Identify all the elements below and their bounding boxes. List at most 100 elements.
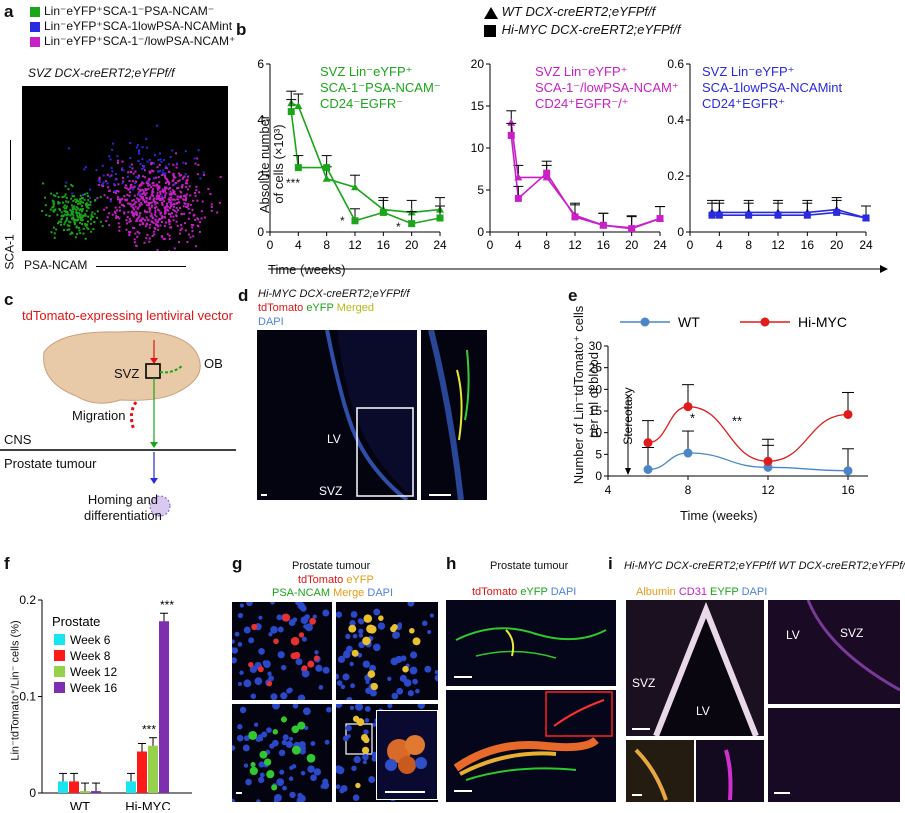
- y-tick-label: 0.6: [667, 57, 684, 71]
- label-cns: CNS: [4, 432, 32, 447]
- x-tick-label: 24: [859, 238, 873, 252]
- y-tick-label: 0: [595, 469, 602, 483]
- micrograph-d-main: LV SVZ: [257, 330, 417, 500]
- b1-sig-1: ***: [286, 176, 301, 190]
- y-tick-label: 30: [589, 339, 603, 353]
- e-y-label: Number of Lin⁻tdTomato⁺ cells per ml of …: [571, 305, 601, 485]
- x-tick-label: 4: [515, 238, 522, 252]
- panel-d-channels: tdTomato eYFP Merged: [258, 302, 374, 314]
- y-tick-label: 25: [589, 361, 603, 375]
- x-tick-label: 16: [597, 238, 611, 252]
- triangle-icon: [484, 6, 498, 19]
- y-tick-label: 0: [677, 225, 684, 239]
- panel-d-dapi: DAPI: [258, 316, 284, 328]
- y-tick-label: 15: [589, 404, 603, 418]
- panel-a-legend: Lin⁻eYFP⁺SCA-1⁻PSA-NCAM⁻ Lin⁻eYFP⁺SCA-1l…: [30, 4, 235, 49]
- panel-d-title: Hi-MYC DCX-creERT2;eYFPf/f: [258, 288, 410, 300]
- x-tick-label: 0: [487, 238, 494, 252]
- panel-label-h: h: [446, 554, 457, 573]
- data-point: [843, 409, 853, 419]
- y-tick-label: 2: [257, 169, 264, 183]
- micrograph-i-3: [696, 740, 764, 802]
- x-tick-label: 20: [625, 238, 639, 252]
- wt-point: [542, 173, 551, 181]
- label-migration: Migration: [72, 408, 126, 423]
- b1-title: SVZ Lin⁻eYFP⁺ SCA-1⁻PSA-NCAM⁻ CD24⁻EGFR⁻: [320, 64, 441, 111]
- scale-bar-h2: [454, 790, 472, 792]
- panel-a-title: SVZ DCX-creERT2;eYFPf/f: [28, 66, 175, 80]
- hi-myc-point: [543, 169, 551, 177]
- migration-cells-icon: [129, 401, 138, 431]
- hi-myc-point: [745, 211, 753, 219]
- label-ob: OB: [204, 356, 223, 371]
- hi-myc-point: [715, 211, 723, 219]
- legend-item-positive: Lin⁻eYFP⁺SCA-1⁻/lowPSA-NCAM⁺: [30, 34, 235, 49]
- square-icon: [484, 24, 496, 37]
- arrow-head-icon: [625, 468, 631, 475]
- hi-myc-point: [294, 164, 302, 172]
- significance-star: ***: [160, 598, 174, 612]
- panel-label-a: a: [4, 2, 14, 21]
- hi-myc-point: [599, 221, 607, 229]
- series-curve-hi-myc: [647, 406, 849, 462]
- data-point: [643, 465, 653, 474]
- hi-myc-point: [862, 214, 870, 222]
- hi-myc-point: [507, 131, 515, 139]
- b1-sig-2: *: [340, 214, 345, 228]
- significance-star: ***: [142, 723, 156, 737]
- hi-myc-point: [774, 211, 782, 219]
- legend-label: Week 8: [70, 649, 111, 663]
- hi-myc-point: [656, 215, 664, 223]
- y-tick-label: 5: [477, 183, 484, 197]
- x-tick-label: 20: [830, 238, 844, 252]
- panel-g-title: Prostate tumour: [292, 560, 371, 572]
- tumour-cells-icon: [149, 495, 171, 517]
- bar: [159, 621, 169, 793]
- x-tick-label: 20: [405, 238, 419, 252]
- y-tick-label: 10: [471, 141, 485, 155]
- series-line-wt: [510, 122, 661, 229]
- y-tick-label: 0.1: [19, 690, 36, 704]
- legend-marker: [640, 317, 650, 327]
- y-tick-label: 4: [257, 113, 264, 127]
- zoom-box: [356, 407, 414, 497]
- y-tick-label: 0: [257, 225, 264, 239]
- wt-point: [507, 118, 516, 126]
- panel-label-b: b: [236, 20, 247, 39]
- chart-b2: 0 5 10 15 20 0 4 8 12 16 20 24: [471, 57, 667, 252]
- x-tick-label: 16: [801, 238, 815, 252]
- x-tick-label: 12: [568, 238, 582, 252]
- data-point: [843, 466, 853, 476]
- wt-point: [351, 183, 359, 191]
- y-tick-label: 6: [257, 57, 264, 71]
- vector-label: tdTomato-expressing lentiviral vector: [22, 308, 233, 323]
- scale-bar: [261, 494, 267, 496]
- y-axis-arrow: [10, 140, 11, 220]
- chart-f: 0 0.1 0.2 WT Hi-MYC Prostate Week 6 Week 8 Week …: [19, 593, 192, 810]
- x-tick-label: 8: [685, 483, 692, 497]
- x-tick-label: 16: [377, 238, 391, 252]
- legend-title: Prostate: [52, 614, 100, 629]
- x-tick-label: 4: [605, 483, 612, 497]
- panel-label-c: c: [4, 290, 14, 309]
- legend-label: Week 6: [70, 633, 111, 647]
- x-tick-label: 8: [323, 238, 330, 252]
- data-point: [683, 402, 693, 412]
- panel-h-title: Prostate tumour: [490, 560, 569, 572]
- b3-title: SVZ Lin⁻eYFP⁺ SCA-1lowPSA-NCAMint CD24⁺E…: [702, 64, 843, 111]
- data-point: [643, 438, 653, 448]
- hi-myc-point: [833, 208, 841, 216]
- micrograph-h-2: [446, 690, 616, 802]
- hi-myc-point: [287, 108, 295, 116]
- x-tick-label: 8: [543, 238, 550, 252]
- bar: [148, 745, 158, 793]
- label-prostate: Prostate tumour: [4, 456, 97, 471]
- data-point: [763, 456, 773, 466]
- series-curve-wt: [647, 452, 849, 472]
- flow-cytometry-plot: [22, 86, 228, 255]
- panel-label-i: i: [608, 554, 613, 573]
- panel-g-channels-1: tdTomato eYFP: [298, 574, 374, 586]
- scale-bar-h1: [454, 676, 472, 678]
- y-tick-label: 0.2: [667, 169, 684, 183]
